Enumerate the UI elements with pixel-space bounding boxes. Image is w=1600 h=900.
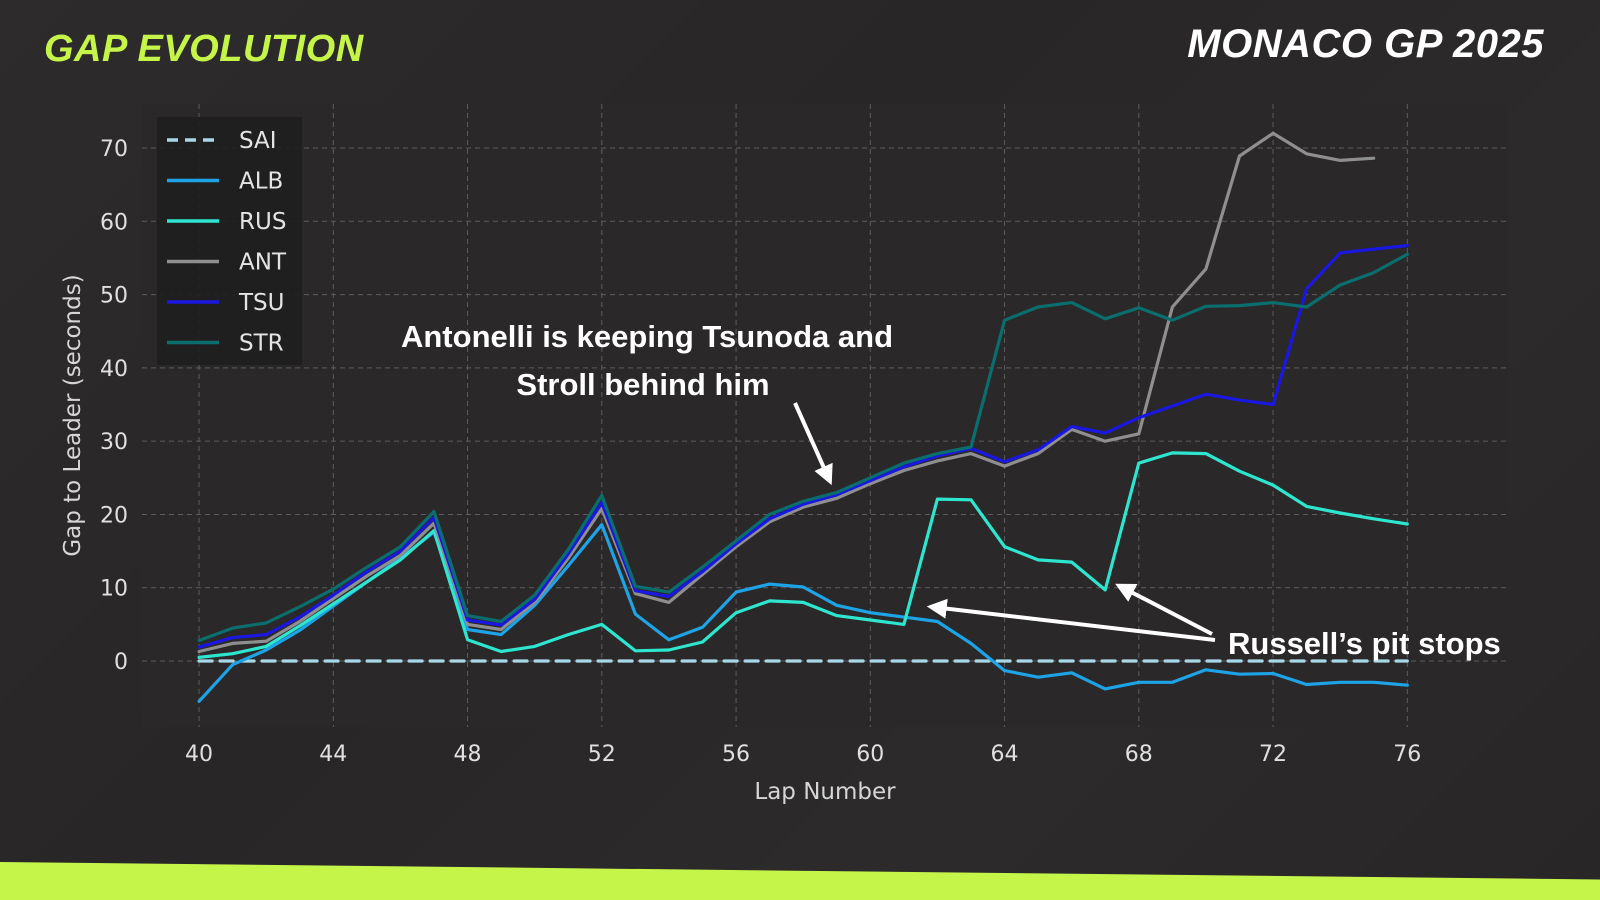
annotation-antonelli-line-2: Stroll behind him: [516, 367, 769, 402]
annotation-antonelli-line-1: Antonelli is keeping Tsunoda and: [401, 319, 893, 354]
y-tick-label: 40: [100, 357, 128, 382]
x-tick-label: 72: [1259, 742, 1287, 767]
series-line-rus: [197, 451, 1409, 660]
x-tick-label: 60: [856, 742, 884, 767]
legend-label-rus: RUS: [239, 209, 286, 235]
legend-label-tsu: TSU: [238, 290, 284, 316]
annotations: Antonelli is keeping Tsunoda and Stroll …: [401, 319, 1501, 661]
x-axis-label: Lap Number: [754, 779, 896, 805]
y-tick-label: 50: [100, 284, 128, 309]
y-tick-label: 70: [100, 137, 128, 162]
x-tick-label: 64: [991, 742, 1019, 767]
legend: SAI ALB RUS ANT TSU STR: [157, 117, 302, 365]
annotation-antonelli-arrow: [793, 402, 833, 486]
series-line-ant: [197, 131, 1376, 654]
legend-label-ant: ANT: [239, 250, 287, 276]
x-tick-label: 76: [1393, 742, 1421, 767]
series-lines: [197, 131, 1409, 703]
x-tick-label: 44: [319, 742, 347, 767]
y-tick-label: 30: [100, 430, 128, 455]
x-tick-label: 68: [1125, 742, 1153, 767]
x-tick-label: 52: [588, 742, 616, 767]
legend-label-alb: ALB: [239, 169, 283, 195]
annotation-russell-arrow-1: [926, 598, 1216, 642]
y-tick-label: 10: [100, 577, 128, 602]
legend-box: [157, 117, 302, 365]
legend-label-sai: SAI: [239, 128, 277, 154]
grid: [142, 104, 1508, 727]
chart-title: GAP EVOLUTION: [44, 28, 364, 70]
x-tick-label: 40: [185, 742, 213, 767]
annotation-russell-arrow-2: [1115, 583, 1213, 636]
event-title: MONACO GP 2025: [1187, 22, 1544, 66]
y-tick-label: 0: [114, 650, 128, 675]
x-tick-label: 56: [722, 742, 750, 767]
tick-labels: 40 44 48 52 56 60 64 68 72 76 0 10 20 30 40 50 60 70: [100, 137, 1421, 767]
legend-label-str: STR: [239, 331, 284, 357]
plot-area: [142, 104, 1508, 727]
annotation-russell-pit-stops: Russell’s pit stops: [1228, 626, 1501, 661]
series-line-str: [197, 252, 1409, 643]
y-tick-label: 20: [100, 503, 128, 528]
y-tick-label: 60: [100, 210, 128, 235]
y-axis-label: Gap to Leader (seconds): [60, 274, 86, 556]
x-tick-label: 48: [454, 742, 482, 767]
series-line-tsu: [197, 243, 1409, 649]
